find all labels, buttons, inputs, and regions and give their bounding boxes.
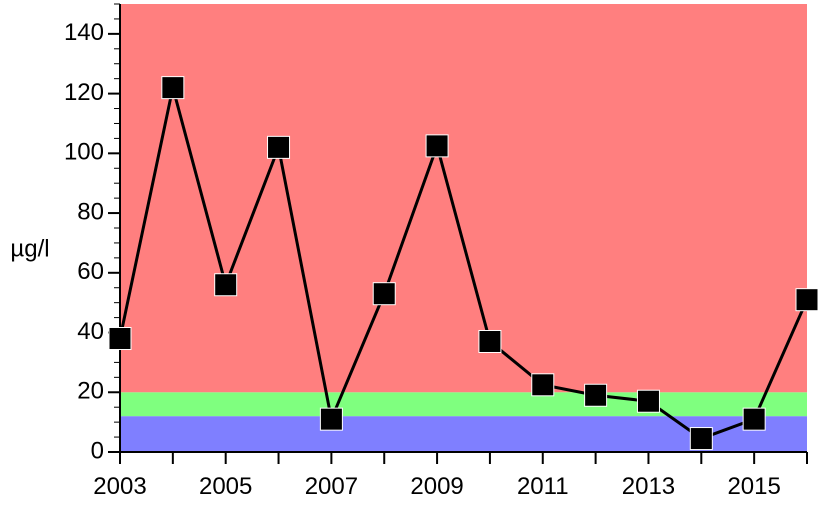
x-tick-label: 2015 bbox=[727, 473, 780, 500]
data-series bbox=[108, 76, 819, 451]
y-tick-label: 100 bbox=[64, 139, 104, 166]
background-bands bbox=[120, 4, 807, 452]
data-point-marker bbox=[267, 135, 291, 159]
data-point-marker bbox=[319, 407, 343, 431]
data-point-marker bbox=[161, 76, 185, 100]
data-point-marker bbox=[372, 282, 396, 306]
x-tick-label: 2013 bbox=[622, 473, 675, 500]
data-point-marker bbox=[425, 134, 449, 158]
y-axis-label: µg/l bbox=[10, 235, 49, 262]
x-tick-label: 2011 bbox=[517, 473, 569, 500]
x-tick-label: 2003 bbox=[93, 473, 146, 500]
data-point-marker bbox=[531, 373, 555, 397]
data-point-marker bbox=[478, 329, 502, 353]
y-tick-label: 80 bbox=[77, 198, 104, 225]
y-tick-label: 20 bbox=[77, 378, 104, 405]
data-point-marker bbox=[214, 273, 238, 297]
background-band-1 bbox=[120, 392, 807, 417]
y-tick-label: 0 bbox=[91, 437, 104, 464]
data-point-marker bbox=[742, 407, 766, 431]
x-tick-label: 2009 bbox=[410, 473, 463, 500]
data-point-marker bbox=[795, 288, 819, 312]
x-tick-label: 2005 bbox=[199, 473, 252, 500]
y-tick-label: 40 bbox=[77, 318, 104, 345]
y-tick-label: 60 bbox=[77, 258, 104, 285]
data-point-marker bbox=[689, 427, 713, 451]
y-tick-label: 140 bbox=[64, 19, 104, 46]
x-tick-label: 2007 bbox=[305, 473, 358, 500]
data-point-marker bbox=[636, 389, 660, 413]
data-point-marker bbox=[584, 383, 608, 407]
y-tick-label: 120 bbox=[64, 79, 104, 106]
background-band-2 bbox=[120, 4, 807, 393]
data-point-marker bbox=[108, 327, 132, 351]
axes: 0 20 40 60 80 100 120 140 2003 2005 2007 2009 2011 20… bbox=[64, 3, 808, 500]
